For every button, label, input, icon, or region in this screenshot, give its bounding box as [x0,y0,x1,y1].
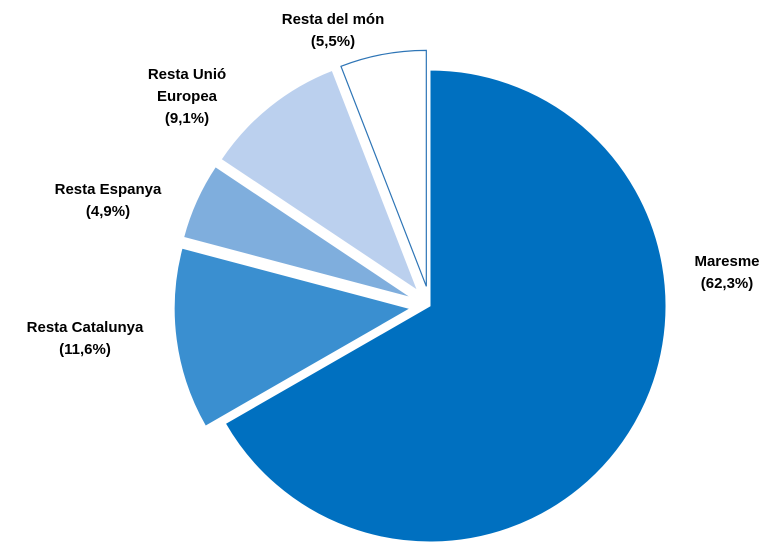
slice-label: Maresme [694,253,759,270]
label-line: Resta Unió [148,66,226,83]
slice-label: Resta Unió Europea [148,66,226,105]
value-label: (9,1%) [165,110,209,127]
label-line: Europea [157,88,218,105]
value-label: (5,5%) [311,33,355,50]
pie-slice [340,49,427,287]
pie-slice [173,247,412,427]
value-label: (11,6%) [59,341,111,358]
pie-slice [183,166,413,299]
pie-slice [220,69,419,292]
slice-label: Resta del món [282,11,385,28]
pie-slice [224,69,667,543]
value-label: (62,3%) [701,275,754,292]
slice-label: Resta Catalunya [27,319,144,336]
slice-label: Resta Espanya [55,181,162,198]
value-label: (4,9%) [86,203,130,220]
